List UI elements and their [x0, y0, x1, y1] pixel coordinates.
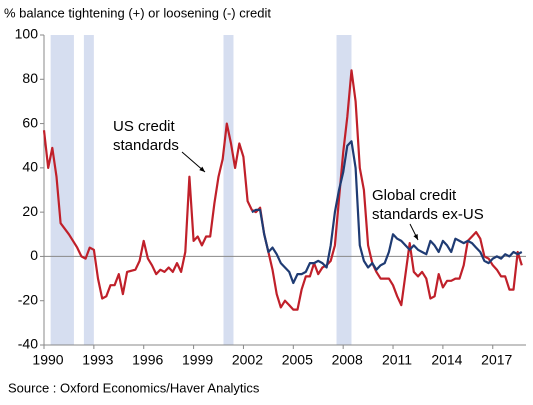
annotation-text: Global credit	[372, 187, 457, 204]
annotation-text: US credit	[113, 118, 176, 135]
x-tick-label: 1990	[32, 352, 63, 368]
y-tick-label: 40	[22, 159, 38, 175]
y-tick-label: 80	[22, 70, 38, 86]
arrow-head	[413, 234, 418, 240]
y-tick-label: 20	[22, 203, 38, 219]
recession-band	[50, 35, 74, 345]
y-tick-label: 60	[22, 114, 38, 130]
x-tick-label: 1993	[82, 352, 113, 368]
x-tick-label: 2017	[481, 352, 512, 368]
x-tick-label: 2014	[431, 352, 462, 368]
y-tick-label: -20	[18, 291, 38, 307]
x-tick-label: 2008	[332, 352, 363, 368]
y-tick-label: -40	[18, 336, 38, 352]
arrow-head	[199, 166, 205, 172]
annotation-text: standards ex-US	[372, 206, 484, 223]
y-tick-label: 100	[15, 26, 39, 42]
recession-band	[223, 35, 234, 345]
x-tick-label: 2005	[282, 352, 313, 368]
recession-band	[83, 35, 94, 345]
annotation-text: standards	[113, 137, 179, 154]
y-tick-label: 0	[30, 247, 38, 263]
x-tick-label: 1999	[182, 352, 213, 368]
series-line	[251, 140, 523, 285]
series-line	[42, 69, 523, 311]
x-tick-label: 2002	[232, 352, 263, 368]
x-tick-label: 1996	[132, 352, 163, 368]
chart-title: % balance tightening (+) or loosening (-…	[4, 5, 271, 20]
source-note: Source : Oxford Economics/Haver Analytic…	[8, 380, 260, 395]
x-tick-label: 2011	[382, 352, 412, 368]
